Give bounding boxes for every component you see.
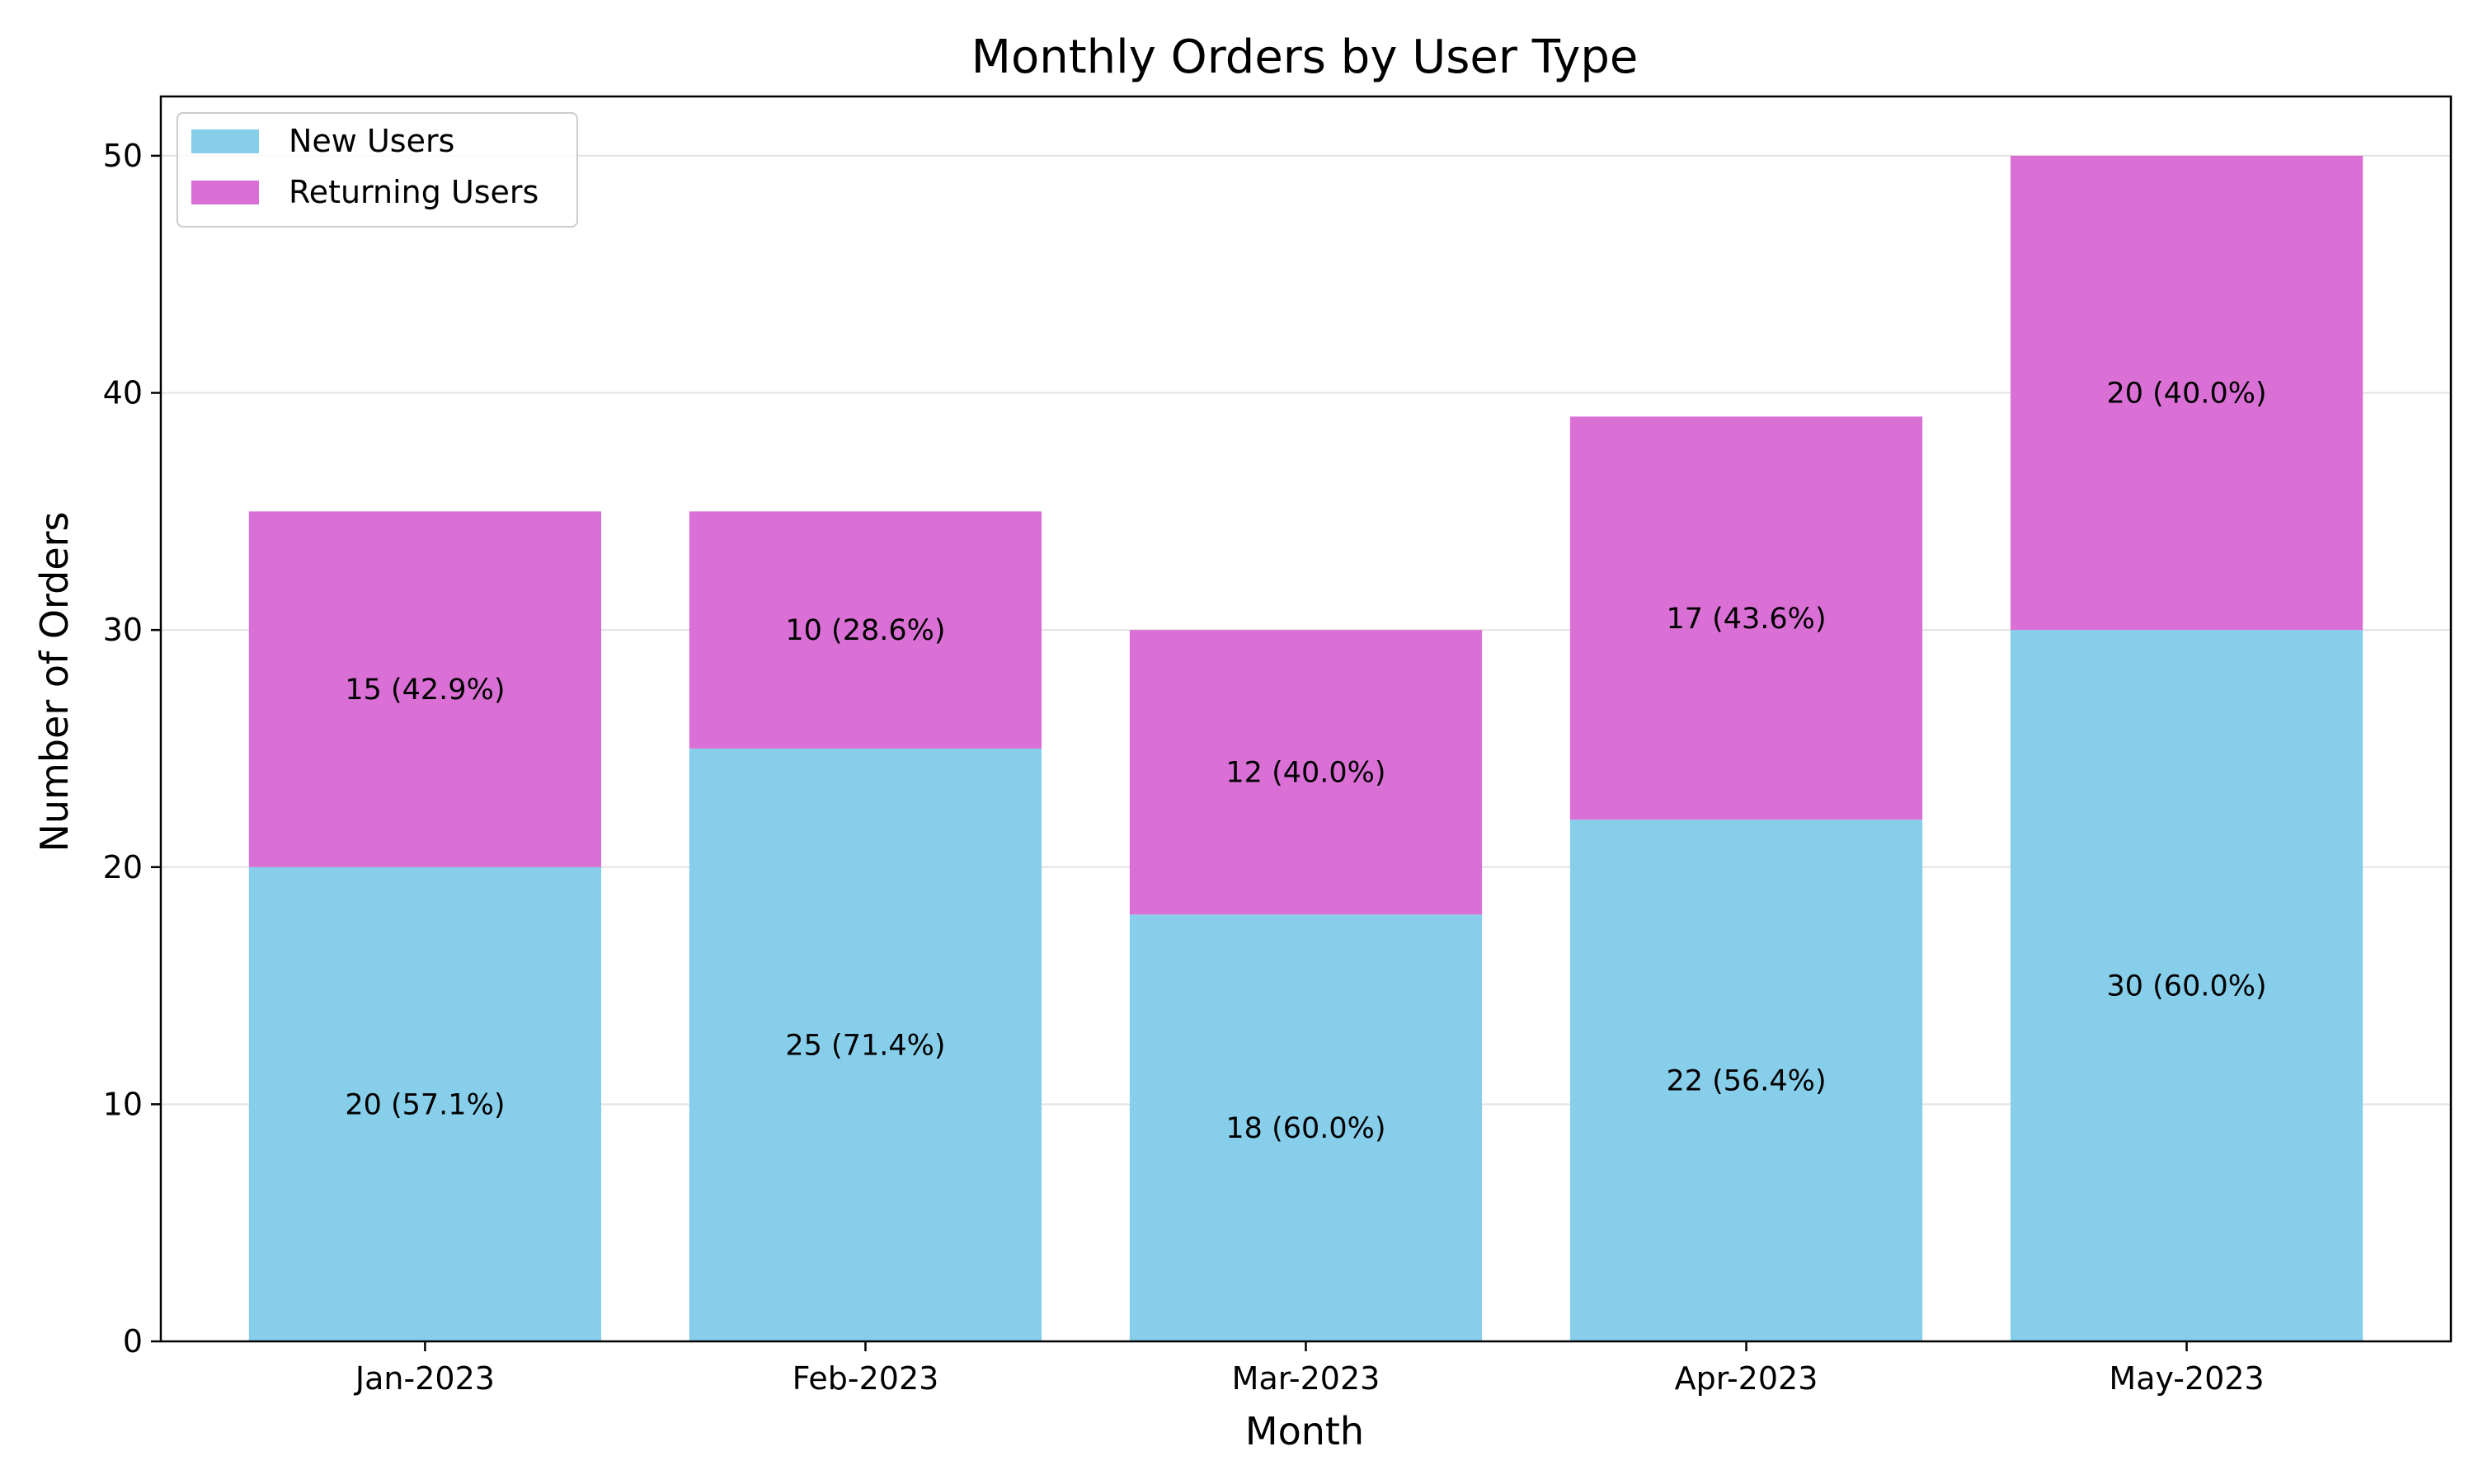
legend-swatch-returning-users: [191, 181, 259, 204]
legend: New Users Returning Users: [176, 112, 578, 228]
y-tick-label-30: 30: [103, 612, 143, 648]
bar-returning-users-feb-2023: [689, 511, 1042, 749]
bar-returning-users-may-2023: [2010, 155, 2363, 631]
chart-title: Monthly Orders by User Type: [971, 31, 1639, 84]
x-tick-label-jan-2023: Jan-2023: [354, 1360, 495, 1397]
data-label-returning-users-feb-2023: 10 (28.6%): [785, 614, 945, 647]
legend-box: [176, 112, 578, 228]
y-tick-label-10: 10: [103, 1086, 143, 1122]
legend-swatch-new-users: [191, 129, 259, 153]
bar-new-users-mar-2023: [1129, 914, 1483, 1341]
data-labels: 20 (57.1%) 15 (42.9%) 25 (71.4%) 10 (28.6%)…: [345, 378, 2266, 1146]
legend-label-new-users: New Users: [289, 123, 454, 159]
axes: 0 10 20 30 40 50 Jan-2023 Feb-2023 Mar-2023 Apr-2…: [103, 138, 2265, 1397]
bars: [248, 155, 2363, 1341]
data-label-new-users-feb-2023: 25 (71.4%): [785, 1029, 945, 1062]
x-tick-label-mar-2023: Mar-2023: [1232, 1360, 1380, 1397]
bar-returning-users-mar-2023: [1129, 630, 1483, 915]
x-tick-label-feb-2023: Feb-2023: [793, 1360, 939, 1397]
y-tick-label-40: 40: [103, 375, 143, 411]
x-tick-label-may-2023: May-2023: [2109, 1360, 2264, 1397]
y-tick-label-50: 50: [103, 138, 143, 174]
bar-new-users-apr-2023: [1569, 819, 1923, 1341]
data-label-new-users-jan-2023: 20 (57.1%): [345, 1088, 505, 1121]
data-label-returning-users-mar-2023: 12 (40.0%): [1225, 757, 1385, 790]
x-tick-label-apr-2023: Apr-2023: [1675, 1360, 1818, 1397]
data-label-returning-users-apr-2023: 17 (43.6%): [1666, 603, 1826, 636]
y-tick-label-0: 0: [123, 1323, 143, 1360]
bar-new-users-jan-2023: [248, 866, 602, 1341]
bar-returning-users-apr-2023: [1569, 416, 1923, 820]
bar-new-users-may-2023: [2010, 630, 2363, 1341]
y-axis-label: Number of Orders: [32, 511, 77, 852]
legend-label-returning-users: Returning Users: [289, 174, 539, 210]
data-label-returning-users-jan-2023: 15 (42.9%): [345, 674, 505, 707]
data-label-returning-users-may-2023: 20 (40.0%): [2106, 378, 2266, 411]
x-axis-label: Month: [1245, 1409, 1364, 1453]
bar-new-users-feb-2023: [689, 748, 1042, 1341]
data-label-new-users-may-2023: 30 (60.0%): [2106, 970, 2266, 1003]
data-label-new-users-mar-2023: 18 (60.0%): [1225, 1112, 1385, 1145]
data-label-new-users-apr-2023: 22 (56.4%): [1666, 1065, 1826, 1098]
bar-returning-users-jan-2023: [248, 511, 602, 867]
y-tick-label-20: 20: [103, 849, 143, 885]
